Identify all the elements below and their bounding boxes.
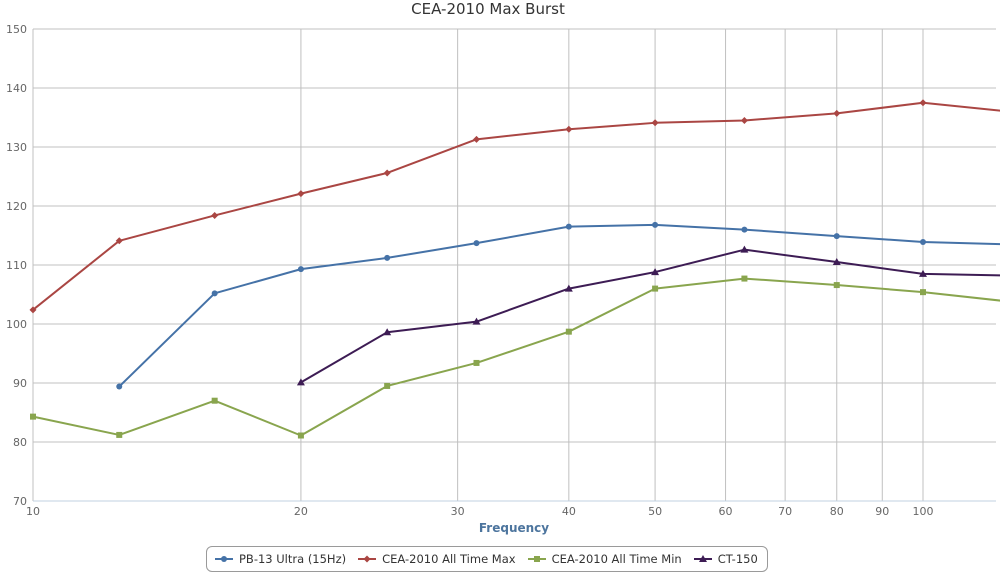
y-tick-label: 80: [13, 436, 27, 449]
x-tick-label: 80: [830, 505, 844, 518]
data-point: [920, 289, 926, 295]
x-tick-label: 30: [451, 505, 465, 518]
data-point: [116, 384, 122, 390]
y-tick-label: 120: [6, 200, 27, 213]
y-tick-label: 90: [13, 377, 27, 390]
legend-swatch: [356, 552, 378, 566]
data-point: [652, 222, 658, 228]
data-point: [834, 233, 840, 239]
data-point: [566, 224, 572, 230]
data-point: [473, 240, 479, 246]
data-point: [834, 282, 840, 288]
data-point: [566, 329, 572, 335]
legend-label: PB-13 Ultra (15Hz): [239, 552, 346, 566]
x-axis-title: Frequency: [479, 521, 549, 535]
legend-label: CEA-2010 All Time Min: [552, 552, 682, 566]
y-tick-label: 70: [13, 495, 27, 508]
legend-label: CEA-2010 All Time Max: [382, 552, 515, 566]
data-point: [384, 255, 390, 261]
data-point: [741, 227, 747, 233]
y-tick-label: 140: [6, 82, 27, 95]
data-point: [364, 556, 371, 563]
data-point: [920, 239, 926, 245]
x-tick-label: 100: [913, 505, 934, 518]
data-point: [221, 556, 227, 562]
legend-item[interactable]: PB-13 Ultra (15Hz): [213, 552, 346, 566]
data-point: [384, 383, 390, 389]
data-point: [741, 276, 747, 282]
x-tick-label: 10: [26, 505, 40, 518]
data-point: [652, 286, 658, 292]
y-tick-label: 110: [6, 259, 27, 272]
data-point: [30, 414, 36, 420]
x-tick-label: 40: [562, 505, 576, 518]
y-tick-label: 150: [6, 23, 27, 36]
legend: PB-13 Ultra (15Hz) CEA-2010 All Time Max C…: [206, 546, 768, 572]
chart-title: CEA-2010 Max Burst: [411, 0, 565, 18]
data-point: [212, 290, 218, 296]
y-tick-label: 100: [6, 318, 27, 331]
y-tick-label: 130: [6, 141, 27, 154]
x-tick-label: 20: [294, 505, 308, 518]
data-point: [212, 398, 218, 404]
legend-swatch: [526, 552, 548, 566]
x-tick-label: 60: [719, 505, 733, 518]
x-tick-label: 70: [778, 505, 792, 518]
x-tick-label: 50: [648, 505, 662, 518]
legend-label: CT-150: [718, 552, 758, 566]
data-point: [116, 432, 122, 438]
data-point: [473, 360, 479, 366]
data-point: [298, 266, 304, 272]
data-point: [534, 556, 540, 562]
legend-swatch: [692, 552, 714, 566]
legend-item[interactable]: CT-150: [692, 552, 758, 566]
legend-item[interactable]: CEA-2010 All Time Max: [356, 552, 515, 566]
legend-swatch: [213, 552, 235, 566]
data-point: [298, 433, 304, 439]
x-tick-label: 90: [875, 505, 889, 518]
legend-item[interactable]: CEA-2010 All Time Min: [526, 552, 682, 566]
